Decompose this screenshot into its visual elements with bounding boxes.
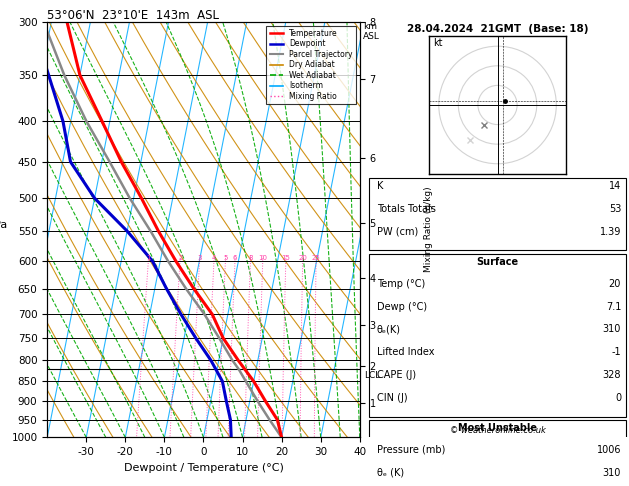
Text: -1: -1 [611,347,621,357]
Text: Lifted Index: Lifted Index [377,347,434,357]
Text: 4: 4 [212,255,216,261]
Text: Most Unstable: Most Unstable [458,423,537,434]
Text: 3: 3 [198,255,202,261]
Text: 8: 8 [248,255,253,261]
Text: 2: 2 [178,255,182,261]
Text: © weatheronline.co.uk: © weatheronline.co.uk [450,426,545,435]
Text: Temp (°C): Temp (°C) [377,278,425,289]
Text: 5: 5 [223,255,228,261]
Text: 20: 20 [609,278,621,289]
Text: CAPE (J): CAPE (J) [377,370,416,380]
Text: 310: 310 [603,324,621,334]
Text: kt: kt [433,38,442,48]
Legend: Temperature, Dewpoint, Parcel Trajectory, Dry Adiabat, Wet Adiabat, Isotherm, Mi: Temperature, Dewpoint, Parcel Trajectory… [267,26,356,104]
Text: θₑ (K): θₑ (K) [377,468,404,478]
X-axis label: Dewpoint / Temperature (°C): Dewpoint / Temperature (°C) [123,463,284,473]
Text: 20: 20 [298,255,307,261]
Text: Dewp (°C): Dewp (°C) [377,301,426,312]
Text: 53°06'N  23°10'E  143m  ASL: 53°06'N 23°10'E 143m ASL [47,9,219,22]
Y-axis label: hPa: hPa [0,220,8,230]
Text: 310: 310 [603,468,621,478]
Text: 28.04.2024  21GMT  (Base: 18): 28.04.2024 21GMT (Base: 18) [407,24,588,34]
Bar [369,178,626,250]
Text: 1006: 1006 [597,445,621,455]
Text: CIN (J): CIN (J) [377,393,407,403]
Text: 0: 0 [615,393,621,403]
Bar [369,420,626,486]
Text: K: K [377,181,383,191]
Y-axis label: Mixing Ratio (g/kg): Mixing Ratio (g/kg) [425,187,433,273]
Text: PW (cm): PW (cm) [377,227,418,237]
Text: km
ASL: km ASL [363,22,380,41]
Text: 1.39: 1.39 [599,227,621,237]
Text: 15: 15 [282,255,291,261]
Text: 6: 6 [233,255,238,261]
Text: 25: 25 [312,255,321,261]
Text: 7.1: 7.1 [606,301,621,312]
Text: 1: 1 [147,255,151,261]
Text: Surface: Surface [477,257,518,267]
Text: 53: 53 [609,204,621,214]
Text: Totals Totals: Totals Totals [377,204,435,214]
Text: 328: 328 [603,370,621,380]
Text: 14: 14 [609,181,621,191]
Text: θₑ(K): θₑ(K) [377,324,401,334]
Bar [369,254,626,417]
Text: LCL: LCL [364,371,380,380]
Text: Pressure (mb): Pressure (mb) [377,445,445,455]
Text: 10: 10 [259,255,267,261]
